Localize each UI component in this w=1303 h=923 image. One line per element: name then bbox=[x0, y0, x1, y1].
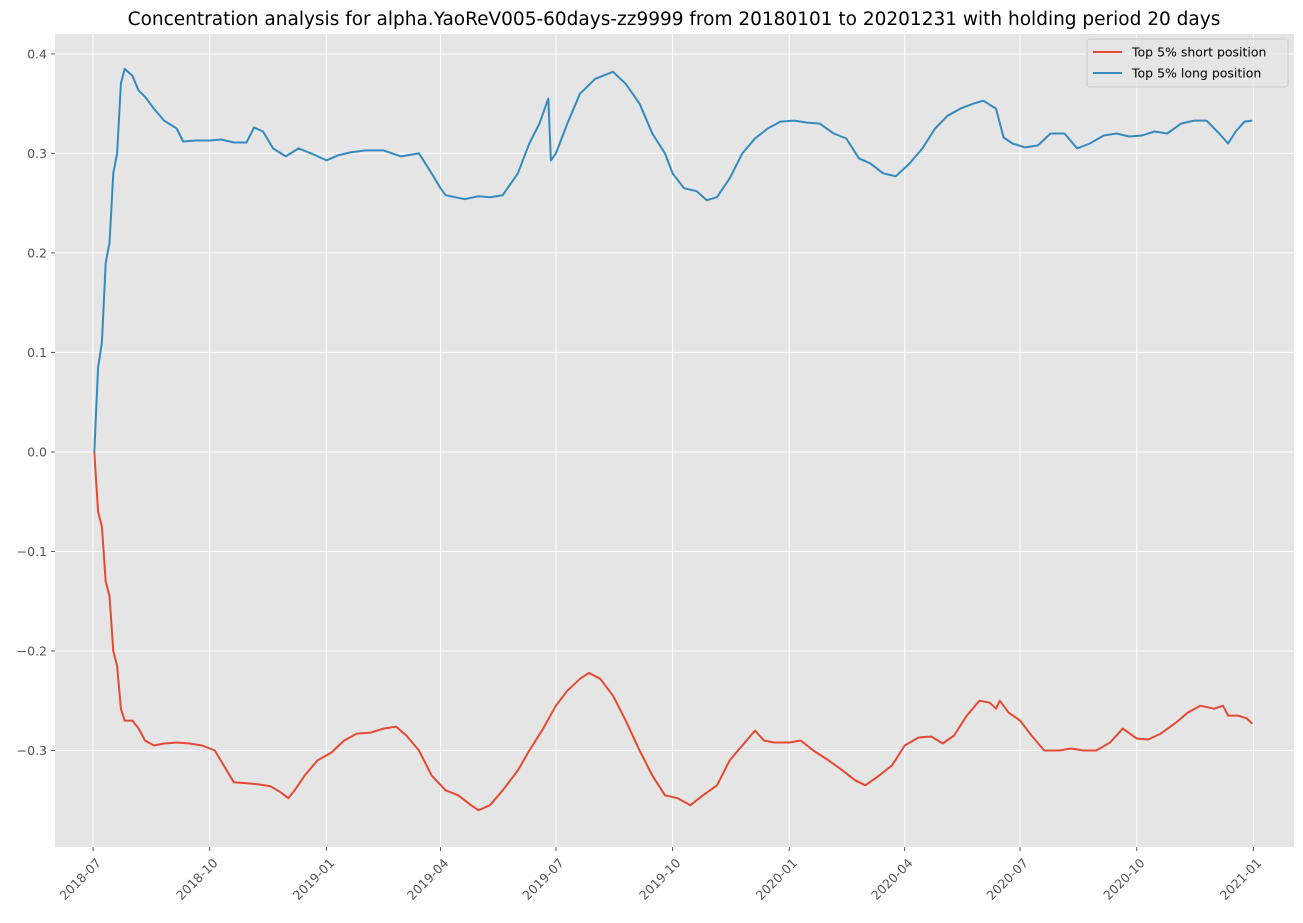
series-lines bbox=[93, 67, 1253, 812]
y-tick-label: −0.2 bbox=[17, 643, 47, 658]
legend-box bbox=[1086, 38, 1289, 88]
x-tick-label: 2018-07 bbox=[56, 855, 104, 903]
x-tick-label: 2020-07 bbox=[983, 855, 1031, 903]
y-tick-label: 0.4 bbox=[27, 46, 47, 61]
y-axis-ticks: 0.4 0.3 0.2 0.1 0.0 −0.1 −0.2 −0.3 bbox=[17, 46, 55, 758]
x-tick-label: 2019-07 bbox=[519, 855, 567, 903]
plot-area bbox=[55, 34, 1294, 847]
x-tick-label: 2020-04 bbox=[868, 855, 916, 903]
x-tick-label: 2020-10 bbox=[1100, 855, 1148, 903]
x-tick-label: 2019-04 bbox=[404, 855, 452, 903]
x-tick-label: 2020-01 bbox=[753, 855, 801, 903]
x-axis-ticks: 2018-07 2018-10 2019-01 2019-04 2019-07 2019-… bbox=[56, 847, 1264, 903]
x-tick-label: 2018-10 bbox=[173, 855, 221, 903]
x-tick-label: 2021-01 bbox=[1217, 855, 1265, 903]
x-tick-label: 2019-01 bbox=[290, 855, 338, 903]
y-tick-label: 0.3 bbox=[27, 146, 47, 161]
series-line-long-position bbox=[93, 67, 1253, 452]
chart-title: Concentration analysis for alpha.YaoReV0… bbox=[128, 9, 1221, 30]
y-tick-label: −0.1 bbox=[17, 544, 47, 559]
series-line-short-position bbox=[93, 451, 1253, 812]
legend-label-long: Top 5% long position bbox=[1131, 66, 1261, 81]
y-tick-label: −0.3 bbox=[17, 743, 47, 758]
y-tick-label: 0.0 bbox=[27, 444, 47, 459]
x-tick-label: 2019-10 bbox=[636, 855, 684, 903]
legend-label-short: Top 5% short position bbox=[1131, 45, 1266, 60]
y-tick-label: 0.1 bbox=[27, 345, 47, 360]
grid-lines bbox=[55, 34, 1294, 847]
chart-legend: Top 5% short position Top 5% long positi… bbox=[1086, 38, 1289, 88]
y-tick-label: 0.2 bbox=[27, 245, 47, 260]
